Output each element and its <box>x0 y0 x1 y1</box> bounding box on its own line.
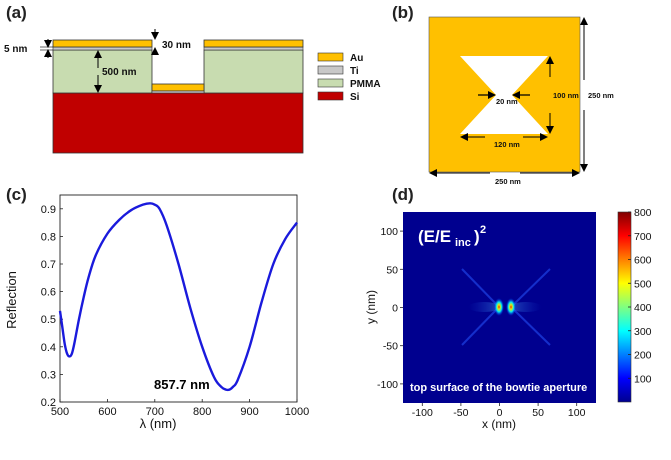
side-horizontal-label: 250 nm <box>495 177 521 186</box>
heatmap-title: (E/E inc ) 2 <box>418 224 486 249</box>
pmma-left <box>52 49 153 94</box>
edge-glow-lr <box>510 306 551 346</box>
heatmap-title-close: ) <box>474 227 480 246</box>
heatmap-title-main: (E/E <box>418 227 451 246</box>
c-y-tick-label: 0.9 <box>41 204 56 216</box>
c-x-tick-label: 1000 <box>285 406 309 418</box>
side-vertical-label: 250 nm <box>588 91 614 100</box>
legend-label-ti: Ti <box>350 66 359 77</box>
colorbar-tick-label: 300 <box>634 326 652 338</box>
d-y-tick-label: -100 <box>377 379 398 391</box>
c-x-tick-label: 900 <box>240 406 258 418</box>
c-y-tick-label: 0.6 <box>41 287 56 299</box>
ti-right <box>203 46 304 51</box>
c-x-tick-label: 600 <box>98 406 116 418</box>
legend-swatch-si <box>317 91 344 101</box>
d-tick-group: -100 -50 0 50 100 100 50 0 -50 -100 <box>377 226 586 419</box>
colorbar-tick-label: 100 <box>634 373 652 385</box>
d-x-tick-label: 100 <box>568 407 586 419</box>
ti-bottom <box>151 90 205 94</box>
left-glow <box>468 302 500 312</box>
panel-a-label: (a) <box>6 3 27 22</box>
c-x-tick-label: 800 <box>193 406 211 418</box>
legend-swatch-pmma <box>317 78 344 88</box>
c-tick-group: 500 600 700 800 900 1000 0.2 0.3 0.4 0.5 0.6 0.7 0.8… <box>41 204 310 418</box>
edge-glow-ul <box>461 268 500 308</box>
panel-b: (b) 20 nm 100 nm 120 nm 250 nm 250 nm <box>392 3 614 186</box>
panel-c-label: (c) <box>6 185 27 204</box>
pmma-right <box>203 49 304 94</box>
right-glow <box>510 302 542 312</box>
heatmap-title-sup: 2 <box>480 224 486 236</box>
d-y-tick-label: 0 <box>392 303 398 315</box>
d-x-tick-label: -50 <box>453 407 468 419</box>
ti-left <box>52 46 153 51</box>
d-x-tick-label: 50 <box>532 407 544 419</box>
panel-a: (a) 5 nm 500 nm 30 nm Au Ti PMMA <box>4 3 381 154</box>
au-dim-label: 30 nm <box>162 40 191 51</box>
legend-swatch-ti <box>317 65 344 75</box>
si-layer <box>52 92 304 154</box>
heatmap-subtitle: top surface of the bowtie aperture <box>410 382 587 394</box>
au-right <box>203 39 304 48</box>
ti-dim-label: 5 nm <box>4 44 27 55</box>
bowtie-aperture <box>460 56 548 134</box>
d-y-tick-label: 50 <box>386 264 398 276</box>
panel-b-label: (b) <box>392 3 414 22</box>
heatmap-title-sub: inc <box>455 237 471 249</box>
c-y-tick-label: 0.5 <box>41 314 56 326</box>
d-x-tick-label: -100 <box>412 407 433 419</box>
d-y-tick-label: -50 <box>383 341 398 353</box>
d-y-axis-label: y (nm) <box>364 290 378 324</box>
c-y-tick-label: 0.7 <box>41 259 56 271</box>
edge-glow-ur <box>510 268 551 308</box>
c-x-axis-label: λ (nm) <box>140 416 177 431</box>
c-y-tick-label: 0.4 <box>41 342 56 354</box>
legend-swatch-au <box>317 52 344 62</box>
c-y-tick-label: 0.2 <box>41 397 56 409</box>
d-x-tick-label: 0 <box>497 407 503 419</box>
plot-area <box>59 194 298 403</box>
c-x-tick-label: 700 <box>146 406 164 418</box>
legend-label-pmma: PMMA <box>350 79 381 90</box>
pmma-dim-label: 500 nm <box>102 67 137 78</box>
reflection-curve <box>58 202 298 392</box>
heatmap-field <box>461 268 551 346</box>
edge-glow-ll <box>461 306 500 346</box>
c-y-axis-label: Reflection <box>4 271 19 329</box>
legend-label-au: Au <box>350 53 363 64</box>
au-bottom <box>151 83 205 92</box>
layer-legend: Au Ti PMMA Si <box>317 52 381 103</box>
gap-dim-label: 20 nm <box>496 97 518 106</box>
legend-label-si: Si <box>350 92 360 103</box>
hotspot-right <box>506 298 516 316</box>
hotspot-left <box>494 298 504 316</box>
c-y-tick-label: 0.8 <box>41 231 56 243</box>
c-x-tick-label: 500 <box>51 406 69 418</box>
minimum-annotation: 857.7 nm <box>154 377 210 392</box>
colorbar-tick-label: 800 <box>634 207 652 219</box>
d-y-tick-label: 100 <box>380 226 398 238</box>
c-y-tick-label: 0.3 <box>41 369 56 381</box>
colorbar-tick-group: 800 700 600 500 400 300 200 100 <box>628 207 652 385</box>
colorbar-tick-label: 400 <box>634 302 652 314</box>
d-x-axis-label: x (nm) <box>482 417 516 431</box>
colorbar-tick-label: 700 <box>634 231 652 243</box>
panel-d-label: (d) <box>392 185 414 204</box>
colorbar-tick-label: 200 <box>634 350 652 362</box>
colorbar-tick-label: 500 <box>634 278 652 290</box>
panel-d: (d) (E/E inc ) 2 top surface of the bowt… <box>364 185 652 431</box>
au-left <box>52 39 153 48</box>
panel-c: (c) 500 600 700 800 900 1000 0.2 0.3 0.4 0.5 0.6 0.… <box>4 185 309 431</box>
width-dim-label: 120 nm <box>494 140 520 149</box>
colorbar-tick-label: 600 <box>634 255 652 267</box>
height-dim-label: 100 nm <box>553 91 579 100</box>
